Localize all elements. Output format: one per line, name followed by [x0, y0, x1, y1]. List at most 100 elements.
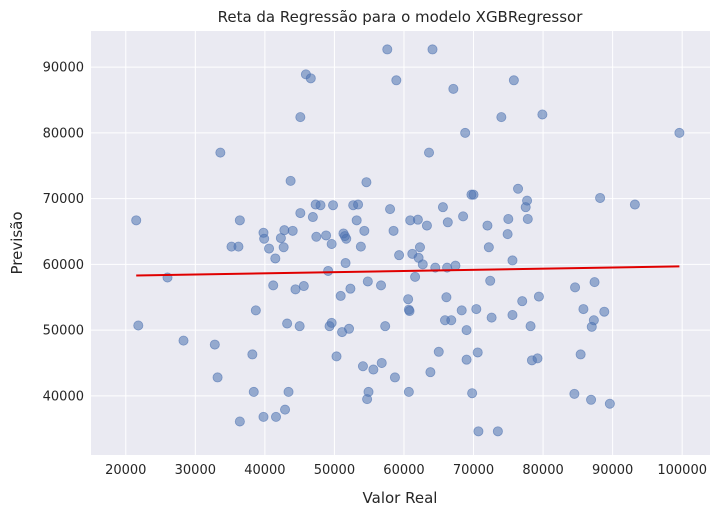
x-tick-label: 20000	[105, 463, 146, 478]
x-axis-label: Valor Real	[363, 489, 438, 507]
x-tick-label: 100000	[657, 463, 707, 478]
data-point	[403, 386, 414, 397]
data-point	[412, 214, 423, 225]
data-point	[389, 372, 400, 383]
data-point	[361, 177, 372, 188]
data-point	[363, 386, 374, 397]
data-point	[282, 318, 293, 329]
data-point	[326, 317, 337, 328]
y-tick-label: 70000	[43, 192, 84, 207]
data-point	[450, 260, 461, 271]
data-point	[604, 398, 615, 409]
data-point	[351, 215, 362, 226]
y-axis-label: Previsão	[8, 211, 26, 274]
data-point	[674, 127, 685, 138]
data-point	[335, 290, 346, 301]
data-point	[394, 250, 405, 261]
data-point	[446, 315, 457, 326]
data-point	[382, 44, 393, 55]
data-point	[578, 304, 589, 315]
data-point	[442, 217, 453, 228]
data-point	[305, 73, 316, 84]
data-point	[503, 214, 514, 225]
data-point	[307, 212, 318, 223]
data-point	[295, 208, 306, 219]
data-point	[311, 231, 322, 242]
data-point	[461, 354, 472, 365]
data-point	[433, 346, 444, 357]
x-tick-label: 40000	[244, 463, 285, 478]
data-point	[391, 75, 402, 86]
data-point	[131, 215, 142, 226]
data-point	[209, 339, 220, 350]
data-point	[270, 253, 281, 264]
data-point	[250, 305, 261, 316]
data-point	[507, 309, 518, 320]
regression-line	[136, 265, 680, 277]
data-point	[486, 312, 497, 323]
data-point	[326, 238, 337, 249]
data-point	[385, 204, 396, 215]
data-point	[508, 75, 519, 86]
y-tick-labels: 40000 50000 60000 70000 80000 90000	[43, 61, 84, 405]
data-point	[537, 109, 548, 120]
data-point	[599, 306, 610, 317]
data-point	[380, 321, 391, 332]
data-point	[264, 243, 275, 254]
data-point	[425, 367, 436, 378]
data-point	[212, 372, 223, 383]
data-point	[357, 361, 368, 372]
data-point	[247, 349, 258, 360]
data-point	[533, 291, 544, 302]
data-point	[468, 189, 479, 200]
data-point	[368, 364, 379, 375]
data-point	[234, 416, 245, 427]
data-point	[472, 347, 483, 358]
data-point	[315, 200, 326, 211]
data-point	[331, 351, 342, 362]
data-points	[131, 44, 685, 437]
data-point	[268, 280, 279, 291]
data-point	[388, 225, 399, 236]
data-point	[513, 183, 524, 194]
data-point	[233, 241, 244, 252]
data-point	[441, 292, 452, 303]
data-point	[345, 283, 356, 294]
data-point	[492, 426, 503, 437]
data-point	[517, 296, 528, 307]
data-point	[586, 394, 597, 405]
data-point	[456, 305, 467, 316]
x-tick-label: 90000	[592, 463, 633, 478]
y-tick-label: 90000	[43, 61, 84, 76]
data-point	[629, 199, 640, 210]
data-point	[482, 220, 493, 231]
data-point	[279, 225, 290, 236]
data-point	[341, 233, 352, 244]
x-tick-label: 30000	[175, 463, 216, 478]
data-point	[414, 242, 425, 253]
y-tick-label: 50000	[43, 324, 84, 339]
data-point	[522, 214, 533, 225]
data-point	[283, 386, 294, 397]
data-point	[421, 220, 432, 231]
data-point	[295, 112, 306, 123]
data-point	[344, 323, 355, 334]
data-point	[376, 280, 387, 291]
x-tick-label: 70000	[453, 463, 494, 478]
data-point	[353, 199, 364, 210]
data-point	[410, 271, 421, 282]
data-point	[323, 265, 334, 276]
data-point	[485, 275, 496, 286]
data-point	[588, 315, 599, 326]
data-point	[234, 215, 245, 226]
data-point	[507, 255, 518, 266]
chart-title: Reta da Regressão para o modelo XGBRegre…	[218, 8, 584, 26]
data-point	[403, 294, 414, 305]
data-point	[417, 259, 428, 270]
data-point	[215, 147, 226, 158]
data-point	[502, 229, 513, 240]
data-point	[321, 230, 332, 241]
x-tick-labels: 20000 30000 40000 50000 60000 70000 80000 90000…	[105, 463, 707, 478]
data-point	[259, 233, 270, 244]
